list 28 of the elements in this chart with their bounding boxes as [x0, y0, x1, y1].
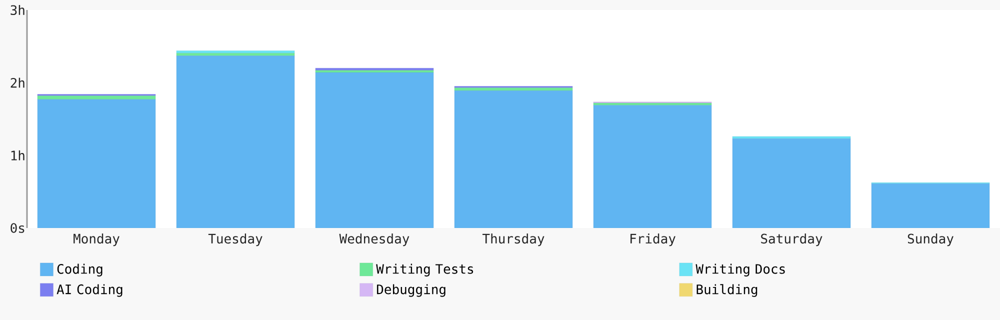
bar: [316, 72, 434, 228]
x-tick-label: Tuesday: [208, 234, 262, 246]
x-tick-label: Friday: [630, 234, 676, 246]
bar: [37, 95, 156, 100]
bar: [176, 52, 295, 56]
y-tick-label: 0s: [10, 223, 24, 233]
x-tick-label: Sunday: [908, 234, 954, 246]
bar: [176, 56, 295, 228]
bar: [315, 70, 434, 73]
x-tick-label: Thursday: [482, 234, 544, 246]
bar: [732, 138, 851, 228]
bar: [732, 136, 851, 139]
legend-label: Writing Docs: [696, 264, 785, 276]
x-tick-label: Monday: [74, 234, 120, 246]
legend-label: Building: [696, 284, 758, 297]
x-tick-label: Wednesday: [339, 234, 410, 246]
legend-label: Coding: [57, 264, 102, 276]
x-tick-label: Saturday: [761, 234, 822, 246]
bar: [454, 90, 573, 228]
bar: [594, 105, 712, 228]
legend-label: AI Coding: [56, 284, 122, 297]
y-tick-label: 1h: [11, 150, 24, 160]
y-tick-label: 2h: [10, 78, 24, 88]
legend-label: Debugging: [376, 284, 446, 297]
bar: [38, 99, 156, 228]
legend-label: Writing Tests: [376, 264, 474, 276]
y-tick-label: 3h: [10, 4, 24, 16]
bar: [871, 183, 990, 228]
